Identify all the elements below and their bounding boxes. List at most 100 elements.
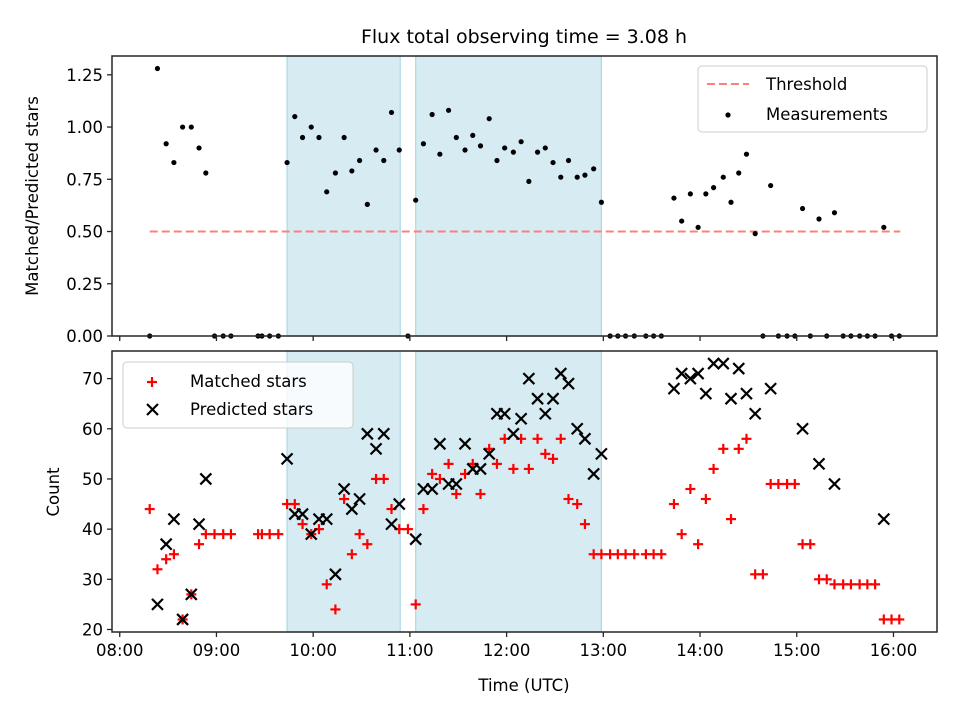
matched-star-point [491, 458, 502, 469]
predicted-star-point [740, 387, 753, 400]
predicted-star-point [748, 407, 762, 421]
predicted-star-point [192, 517, 206, 531]
y-tick-label: 30 [82, 570, 103, 589]
matched-star-point [443, 458, 454, 469]
predicted-star-point [361, 427, 374, 441]
measurement-point [510, 149, 516, 155]
measurement-point [332, 170, 339, 176]
matched-star-point [805, 539, 816, 550]
predicted-star-point [337, 482, 351, 496]
measurement-point [171, 159, 177, 166]
count-plot-frame [111, 350, 938, 633]
matched-star-point [718, 443, 729, 454]
x-tick-label: 12:00 [483, 641, 531, 660]
predicted-star-point [176, 613, 189, 626]
predicted-star-point [425, 482, 439, 496]
y-tick-label: 0.75 [66, 170, 103, 189]
observing-spans [286, 350, 602, 633]
matched-star-point [845, 579, 856, 590]
matched-star-point [289, 499, 300, 510]
predicted-star-point [812, 457, 826, 471]
matched-star-point [475, 489, 486, 500]
measurement-point [203, 170, 209, 176]
predicted-star-point [345, 502, 359, 516]
measurement-point [420, 141, 427, 147]
matched-star-point [209, 529, 220, 540]
predicted-star-point [514, 412, 528, 426]
predicted-star-point [595, 447, 608, 461]
x-tick-label: 15:00 [773, 641, 821, 660]
chart-title: Flux total observing time = 3.08 h [361, 26, 687, 48]
count-panel: 20 30 40 50 60 70 08:00 09:00 10:00 11:00 12:00 13… [44, 350, 938, 695]
matched-star-point [676, 529, 687, 540]
predicted-star-point [699, 387, 713, 400]
matched-star-point [339, 494, 350, 505]
predicted-star-point [796, 422, 809, 436]
measurement-point [752, 231, 758, 237]
measurement-point [565, 157, 572, 164]
predicted-star-point [691, 367, 705, 380]
matched-star-point [225, 529, 236, 540]
matched-star-point [596, 549, 607, 560]
matched-star-point [757, 569, 768, 580]
matched-star-point [152, 564, 163, 575]
measurement-point [591, 166, 597, 172]
matched-star-point [451, 489, 462, 500]
y-tick-label: 40 [82, 520, 103, 539]
predicted-star-point [522, 372, 536, 385]
predicted-star-point [507, 427, 520, 441]
predicted-star-point [732, 362, 746, 375]
measurement-point [381, 157, 387, 164]
predicted-star-point [369, 442, 383, 456]
matched-star-point [629, 549, 640, 560]
predicted-star-point [377, 427, 391, 441]
measurement-point [502, 145, 508, 151]
matched-star-point [563, 494, 574, 505]
y-tick-label: 70 [82, 370, 103, 389]
legend-measurement-swatch [725, 112, 731, 118]
matched-star-point [508, 463, 519, 474]
y-tick-label: 50 [82, 470, 103, 489]
measurement-point [534, 149, 541, 155]
predicted-star-point [546, 392, 560, 405]
x-tick-label: 09:00 [193, 641, 241, 660]
predicted-star-point [296, 507, 309, 521]
predicted-star-point [539, 407, 552, 421]
predicted-star-point [392, 497, 406, 511]
predicted-star-point [667, 382, 681, 395]
measurement-point [582, 172, 588, 178]
predicted-star-point [578, 432, 592, 446]
predicted-star-point [329, 568, 342, 581]
count-legend: Matched stars Predicted stars [122, 361, 354, 429]
predicted-star-point [684, 372, 697, 385]
predicted-star-point [724, 392, 738, 405]
measurement-point [831, 210, 838, 216]
matched-star-point [144, 504, 155, 515]
matched-star-point [829, 579, 840, 590]
predicted-star-point [877, 512, 891, 526]
measurement-point [816, 216, 822, 222]
predicted-star-point [716, 357, 730, 370]
matched-star-point [297, 519, 308, 530]
ratio-plot-frame [111, 55, 938, 337]
matched-star-point [161, 554, 172, 565]
matched-star-point [532, 433, 543, 444]
matched-star-point [273, 529, 284, 540]
matched-star-point [427, 468, 438, 479]
matched-star-point [579, 519, 590, 530]
predicted-star-point [167, 512, 181, 526]
matched-star-point [362, 539, 373, 550]
predicted-stars-points [151, 357, 891, 626]
matched-star-point [378, 473, 389, 484]
measurement-point [574, 174, 580, 180]
ratio-y-axis-label: Matched/Predicted stars [23, 96, 42, 296]
matched-star-point [685, 483, 696, 494]
x-tick-label: 16:00 [870, 641, 918, 660]
measurement-point [477, 143, 484, 149]
matched-star-point [168, 549, 179, 560]
matched-star-point [733, 443, 744, 454]
ratio-x-axis [119, 336, 895, 341]
measurement-point [299, 134, 306, 141]
measurement-point [703, 191, 709, 197]
x-tick-label: 10:00 [289, 641, 337, 660]
